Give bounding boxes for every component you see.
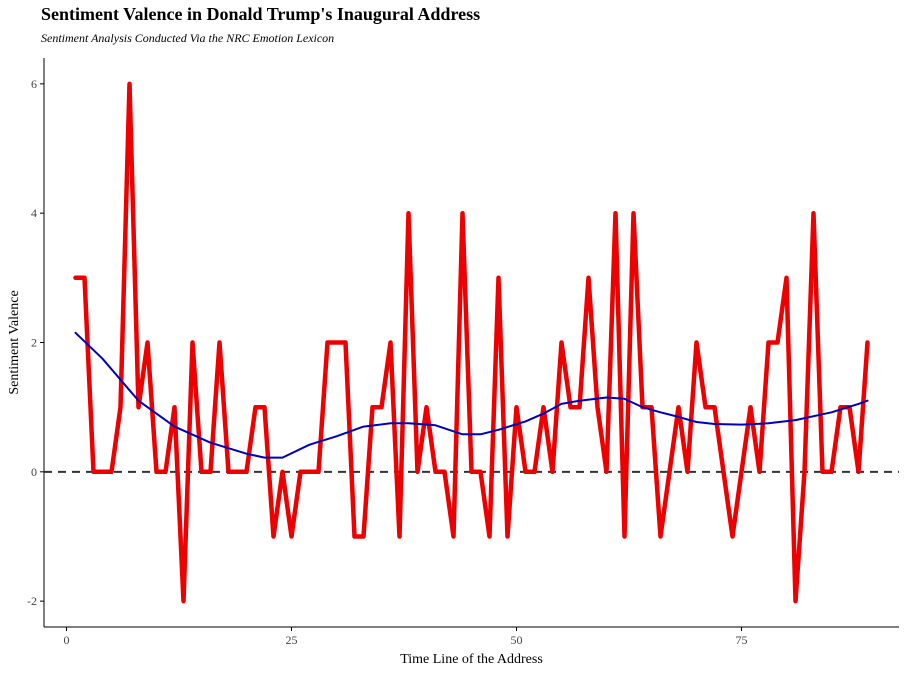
- y-ticks: -2 0 2 4 6: [27, 77, 44, 608]
- x-tick-label: 50: [511, 633, 523, 647]
- y-axis-label: Sentiment Valence: [7, 290, 22, 394]
- x-axis-label: Time Line of the Address: [400, 652, 543, 667]
- x-ticks: 0 25 50 75: [64, 627, 748, 647]
- sentiment-series-line: [73, 81, 870, 604]
- smoothed-trend-line: [74, 331, 869, 459]
- x-tick-label: 0: [64, 633, 70, 647]
- chart-title: Sentiment Valence in Donald Trump's Inau…: [41, 4, 481, 24]
- y-tick-label: 4: [31, 206, 37, 220]
- y-tick-label: 0: [31, 465, 37, 479]
- y-tick-label: 6: [31, 77, 37, 91]
- y-tick-label: 2: [31, 336, 37, 350]
- chart-subtitle: Sentiment Analysis Conducted Via the NRC…: [41, 31, 335, 45]
- series-layer: [73, 81, 870, 604]
- y-tick-label: -2: [27, 594, 37, 608]
- x-tick-label: 75: [736, 633, 748, 647]
- x-tick-label: 25: [286, 633, 298, 647]
